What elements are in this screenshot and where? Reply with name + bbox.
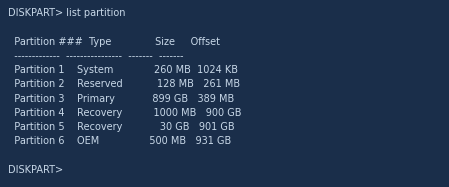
Text: Partition 1    System             260 MB  1024 KB: Partition 1 System 260 MB 1024 KB [8,65,238,75]
Text: DISKPART> list partition: DISKPART> list partition [8,8,126,18]
Text: Partition 3    Primary            899 GB   389 MB: Partition 3 Primary 899 GB 389 MB [8,94,234,104]
Text: Partition 6    OEM                500 MB   931 GB: Partition 6 OEM 500 MB 931 GB [8,136,231,146]
Text: -------------  ----------------  -------  -------: ------------- ---------------- ------- -… [8,51,184,61]
Text: Partition 5    Recovery            30 GB   901 GB: Partition 5 Recovery 30 GB 901 GB [8,122,235,132]
Text: Partition ###  Type              Size     Offset: Partition ### Type Size Offset [8,37,220,47]
Text: Partition 2    Reserved           128 MB   261 MB: Partition 2 Reserved 128 MB 261 MB [8,79,240,89]
Text: DISKPART>: DISKPART> [8,165,66,175]
Text: Partition 4    Recovery          1000 MB   900 GB: Partition 4 Recovery 1000 MB 900 GB [8,108,242,118]
